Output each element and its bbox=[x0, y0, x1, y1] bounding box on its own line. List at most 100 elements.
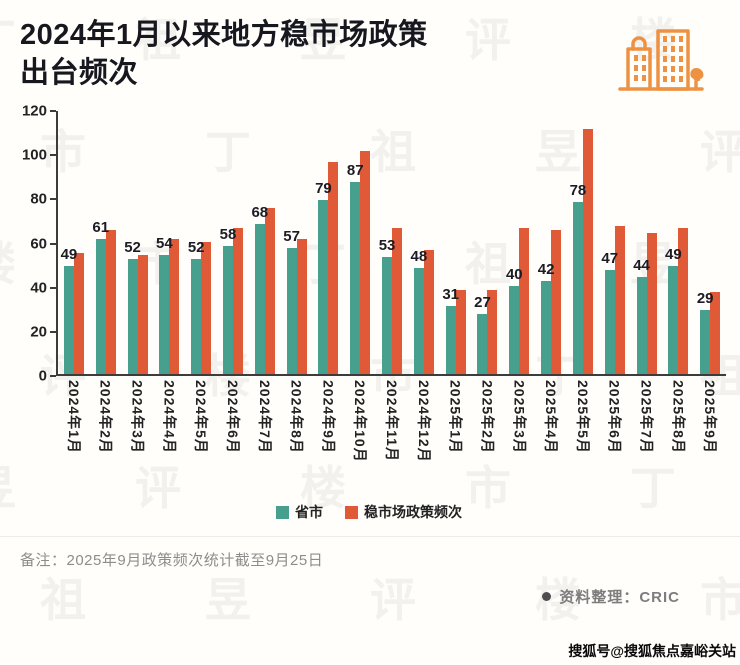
bar-policy-frequency[interactable] bbox=[646, 232, 657, 374]
bar-provinces[interactable] bbox=[477, 314, 488, 374]
bar-value-label: 87 bbox=[346, 161, 364, 179]
bar-policy-frequency[interactable] bbox=[392, 228, 403, 374]
legend: 省市 稳市场政策频次 bbox=[12, 502, 726, 522]
bar-provinces[interactable] bbox=[509, 285, 520, 374]
bar-value-label: 58 bbox=[219, 225, 237, 243]
bar-provinces[interactable] bbox=[604, 270, 615, 374]
bar-provinces[interactable] bbox=[382, 256, 393, 374]
bar-provinces[interactable] bbox=[668, 265, 679, 374]
bar-policy-frequency[interactable] bbox=[201, 241, 212, 374]
y-tick-label: 0 bbox=[38, 367, 47, 385]
bar-value-label: 29 bbox=[696, 289, 714, 307]
source-label: 资料整理：CRIC bbox=[559, 589, 680, 606]
bar-provinces[interactable] bbox=[413, 268, 424, 374]
x-axis-label: 2024年10月 bbox=[352, 380, 369, 463]
bar-group: 40 bbox=[503, 111, 535, 374]
legend-item-provinces[interactable]: 省市 bbox=[276, 502, 323, 522]
bar-policy-frequency[interactable] bbox=[264, 208, 275, 374]
y-tick-label: 40 bbox=[30, 279, 47, 297]
bar-provinces[interactable] bbox=[700, 309, 711, 374]
bar-policy-frequency[interactable] bbox=[614, 226, 625, 374]
bar-group: 49 bbox=[662, 111, 694, 374]
x-axis-label: 2024年3月 bbox=[129, 380, 146, 454]
bar-group: 79 bbox=[313, 111, 345, 374]
bar-policy-frequency[interactable] bbox=[487, 290, 498, 374]
bar-provinces[interactable] bbox=[541, 281, 552, 374]
bar-value-label: 68 bbox=[251, 203, 269, 221]
bar-provinces[interactable] bbox=[572, 201, 583, 374]
x-axis-label: 2024年9月 bbox=[320, 380, 337, 454]
bar-value-label: 48 bbox=[410, 248, 428, 265]
page-title-line1: 2024年1月以来地方稳市场政策 bbox=[20, 19, 428, 51]
bar-value-label: 52 bbox=[124, 239, 141, 257]
y-tick-label: 100 bbox=[21, 146, 47, 164]
bar-provinces[interactable] bbox=[350, 181, 361, 374]
bar-provinces[interactable] bbox=[63, 265, 74, 374]
bar-group: 44 bbox=[631, 111, 663, 374]
bar-provinces[interactable] bbox=[159, 254, 170, 374]
bar-chart: 0 20 40 60 80 100 120 49 61 52 54 52 58 68 57 79 87 53 48… bbox=[12, 103, 726, 522]
bar-group: 52 bbox=[122, 111, 154, 374]
bar-value-label: 44 bbox=[633, 256, 650, 274]
bar-policy-frequency[interactable] bbox=[710, 292, 721, 374]
x-axis-label: 2024年11月 bbox=[384, 380, 401, 462]
y-tick-label: 120 bbox=[21, 102, 47, 120]
y-tick-mark bbox=[50, 154, 56, 157]
x-axis: 2024年1月 2024年2月 2024年3月 2024年4月 2024年5月 2024年… bbox=[58, 380, 726, 492]
bar-policy-frequency[interactable] bbox=[551, 230, 562, 374]
y-tick-mark bbox=[50, 286, 56, 289]
x-axis-label: 2025年5月 bbox=[574, 380, 591, 454]
bar-policy-frequency[interactable] bbox=[73, 252, 84, 374]
bar-policy-frequency[interactable] bbox=[360, 150, 371, 374]
bar-group: 57 bbox=[281, 111, 313, 374]
x-axis-label: 2024年8月 bbox=[288, 380, 305, 454]
bar-value-label: 27 bbox=[474, 294, 491, 312]
bar-policy-frequency[interactable] bbox=[232, 228, 243, 374]
y-tick-mark bbox=[50, 330, 56, 333]
bar-policy-frequency[interactable] bbox=[678, 228, 689, 374]
x-axis-label: 2025年1月 bbox=[447, 380, 464, 454]
bar-policy-frequency[interactable] bbox=[169, 239, 180, 374]
y-tick-mark bbox=[50, 110, 56, 112]
source-dot-icon bbox=[542, 592, 552, 601]
bar-provinces[interactable] bbox=[286, 248, 297, 374]
bar-policy-frequency[interactable] bbox=[137, 254, 148, 374]
bar-provinces[interactable] bbox=[254, 223, 265, 374]
bar-group: 49 bbox=[58, 111, 90, 374]
bar-provinces[interactable] bbox=[318, 199, 329, 374]
bar-provinces[interactable] bbox=[445, 305, 456, 374]
x-axis-label: 2025年3月 bbox=[511, 380, 528, 454]
footer: 备注：2025年9月政策频次统计截至9月25日 资料整理：CRIC bbox=[0, 536, 740, 607]
x-axis-label: 2025年8月 bbox=[670, 380, 687, 454]
bar-value-label: 54 bbox=[156, 234, 173, 252]
x-axis-label: 2024年1月 bbox=[65, 380, 82, 454]
bar-provinces[interactable] bbox=[95, 239, 106, 374]
y-tick-mark bbox=[50, 198, 56, 201]
bar-provinces[interactable] bbox=[127, 259, 138, 374]
x-axis-label: 2024年4月 bbox=[161, 380, 178, 454]
bar-group: 58 bbox=[217, 111, 249, 374]
bar-policy-frequency[interactable] bbox=[423, 250, 434, 374]
y-tick-label: 20 bbox=[30, 323, 47, 341]
bar-provinces[interactable] bbox=[636, 276, 647, 374]
bar-provinces[interactable] bbox=[222, 245, 233, 374]
y-axis: 0 20 40 60 80 100 120 bbox=[12, 103, 56, 385]
bar-provinces[interactable] bbox=[191, 259, 202, 374]
buildings-icon bbox=[614, 18, 706, 105]
legend-swatch-policy-frequency bbox=[345, 505, 358, 519]
bar-value-label: 42 bbox=[537, 261, 555, 279]
header: 2024年1月以来地方稳市场政策 出台频次 bbox=[0, 0, 740, 105]
bar-value-label: 61 bbox=[92, 219, 110, 237]
x-axis-label: 2025年9月 bbox=[702, 380, 719, 454]
bar-policy-frequency[interactable] bbox=[455, 290, 466, 374]
legend-label-policy-frequency: 稳市场政策频次 bbox=[364, 504, 462, 520]
bar-group: 68 bbox=[249, 111, 281, 374]
bar-policy-frequency[interactable] bbox=[105, 230, 116, 374]
bar-policy-frequency[interactable] bbox=[296, 239, 307, 374]
bar-policy-frequency[interactable] bbox=[582, 128, 593, 374]
bar-policy-frequency[interactable] bbox=[328, 162, 339, 374]
legend-item-policy-frequency[interactable]: 稳市场政策频次 bbox=[345, 502, 462, 522]
bar-group: 54 bbox=[153, 111, 185, 374]
bar-group: 48 bbox=[408, 111, 440, 374]
bar-policy-frequency[interactable] bbox=[519, 228, 530, 374]
